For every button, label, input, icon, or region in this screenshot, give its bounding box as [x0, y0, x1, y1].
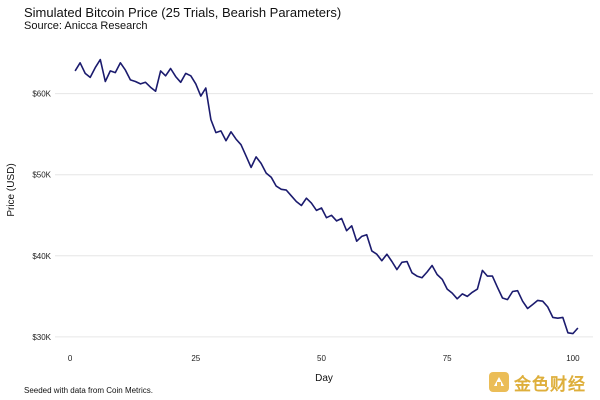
y-tick-label: $50K	[32, 171, 51, 180]
y-tick-label: $40K	[32, 252, 51, 261]
watermark-logo: 金色财经	[488, 369, 598, 395]
x-axis-label: Day	[315, 373, 333, 384]
y-tick-labels: $30K $40K $50K $60K	[32, 90, 51, 342]
x-tick-label: 0	[68, 354, 73, 363]
y-gridlines	[55, 93, 593, 338]
y-axis-label: Price (USD)	[6, 163, 17, 216]
chart-subtitle: Source: Anicca Research	[24, 20, 148, 32]
y-tick-label: $30K	[32, 333, 51, 342]
jinse-logo-icon	[489, 372, 509, 392]
series-line	[74, 58, 579, 335]
x-tick-label: 100	[566, 354, 580, 363]
y-tick-label: $60K	[32, 90, 51, 99]
x-tick-labels: 0 25 50 75 100	[68, 354, 580, 363]
chart-title: Simulated Bitcoin Price (25 Trials, Bear…	[24, 5, 342, 20]
x-tick-label: 50	[317, 354, 326, 363]
x-tick-label: 25	[191, 354, 200, 363]
x-tick-label: 75	[443, 354, 452, 363]
data-source-caption: Seeded with data from Coin Metrics.	[24, 386, 153, 395]
watermark-text: 金色财经	[514, 374, 586, 394]
